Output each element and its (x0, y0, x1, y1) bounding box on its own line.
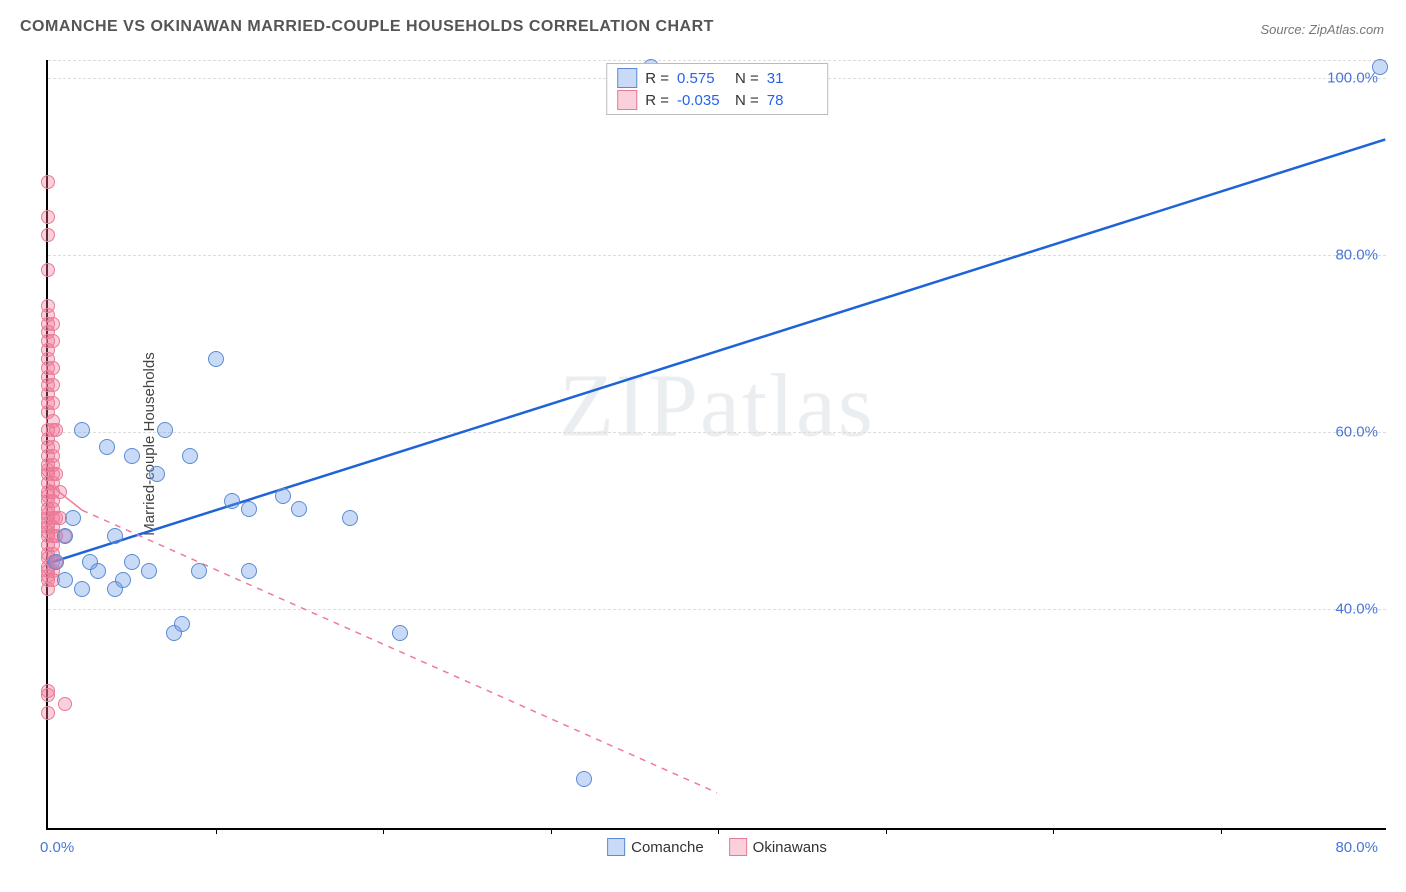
x-tick (1053, 828, 1054, 834)
scatter-point (241, 501, 257, 517)
legend-r-prefix: R = (645, 92, 669, 109)
scatter-point (65, 510, 81, 526)
y-tick-label: 60.0% (1335, 423, 1378, 440)
gridline (48, 432, 1386, 433)
scatter-point (291, 501, 307, 517)
scatter-point (53, 485, 67, 499)
x-axis-max-label: 80.0% (1335, 839, 1378, 856)
scatter-point (576, 771, 592, 787)
chart-container: COMANCHE VS OKINAWAN MARRIED-COUPLE HOUS… (0, 0, 1406, 892)
scatter-point (124, 554, 140, 570)
scatter-point (124, 448, 140, 464)
scatter-point (149, 466, 165, 482)
correlation-legend: R = 0.575 N = 31 R = -0.035 N = 78 (606, 63, 828, 115)
chart-title: COMANCHE VS OKINAWAN MARRIED-COUPLE HOUS… (20, 18, 714, 36)
scatter-point (41, 684, 55, 698)
legend-row-okinawans: R = -0.035 N = 78 (617, 90, 817, 110)
scatter-point (182, 448, 198, 464)
scatter-point (57, 572, 73, 588)
gridline (48, 60, 1386, 61)
legend-r-okinawans: -0.035 (677, 92, 727, 109)
x-tick (383, 828, 384, 834)
scatter-point (99, 439, 115, 455)
y-tick-label: 40.0% (1335, 600, 1378, 617)
scatter-point (41, 175, 55, 189)
legend-swatch-okinawans (617, 90, 637, 110)
series-swatch-okinawans (729, 838, 747, 856)
scatter-point (48, 554, 64, 570)
scatter-point (141, 563, 157, 579)
legend-n-comanche: 31 (767, 70, 817, 87)
legend-n-prefix: N = (735, 70, 759, 87)
series-legend-okinawans: Okinawans (729, 838, 827, 856)
legend-row-comanche: R = 0.575 N = 31 (617, 68, 817, 88)
legend-swatch-comanche (617, 68, 637, 88)
legend-n-okinawans: 78 (767, 92, 817, 109)
scatter-point (46, 317, 60, 331)
scatter-point (49, 467, 63, 481)
x-tick (718, 828, 719, 834)
scatter-point (41, 706, 55, 720)
series-legend: Comanche Okinawans (607, 838, 827, 856)
legend-n-prefix: N = (735, 92, 759, 109)
scatter-point (41, 210, 55, 224)
legend-r-comanche: 0.575 (677, 70, 727, 87)
x-tick (886, 828, 887, 834)
x-tick (216, 828, 217, 834)
scatter-point (46, 440, 60, 454)
scatter-point (41, 299, 55, 313)
gridline (48, 609, 1386, 610)
scatter-point (241, 563, 257, 579)
scatter-point (224, 493, 240, 509)
scatter-point (157, 422, 173, 438)
scatter-point (1372, 59, 1388, 75)
y-axis-label: Married-couple Households (141, 352, 158, 535)
plot-area: Married-couple Households ZIPatlas 40.0%… (46, 60, 1386, 830)
series-label-okinawans: Okinawans (753, 839, 827, 856)
scatter-point (392, 625, 408, 641)
scatter-point (41, 263, 55, 277)
series-legend-comanche: Comanche (607, 838, 704, 856)
legend-r-prefix: R = (645, 70, 669, 87)
scatter-point (46, 396, 60, 410)
scatter-point (208, 351, 224, 367)
watermark-text: ZIPatlas (559, 354, 875, 457)
scatter-point (90, 563, 106, 579)
scatter-point (115, 572, 131, 588)
scatter-point (174, 616, 190, 632)
y-tick-label: 100.0% (1327, 69, 1378, 86)
series-label-comanche: Comanche (631, 839, 704, 856)
x-axis-min-label: 0.0% (40, 839, 74, 856)
scatter-point (74, 422, 90, 438)
scatter-point (275, 488, 291, 504)
source-attribution: Source: ZipAtlas.com (1260, 22, 1384, 37)
series-swatch-comanche (607, 838, 625, 856)
gridline (48, 255, 1386, 256)
scatter-point (49, 423, 63, 437)
y-tick-label: 80.0% (1335, 246, 1378, 263)
scatter-point (57, 528, 73, 544)
x-tick (1221, 828, 1222, 834)
scatter-point (58, 697, 72, 711)
scatter-point (107, 528, 123, 544)
x-tick (551, 828, 552, 834)
trend-line (49, 139, 1386, 563)
scatter-point (342, 510, 358, 526)
scatter-point (46, 378, 60, 392)
scatter-point (46, 361, 60, 375)
scatter-point (191, 563, 207, 579)
trend-line (82, 510, 717, 792)
scatter-point (41, 228, 55, 242)
scatter-point (46, 334, 60, 348)
scatter-point (74, 581, 90, 597)
